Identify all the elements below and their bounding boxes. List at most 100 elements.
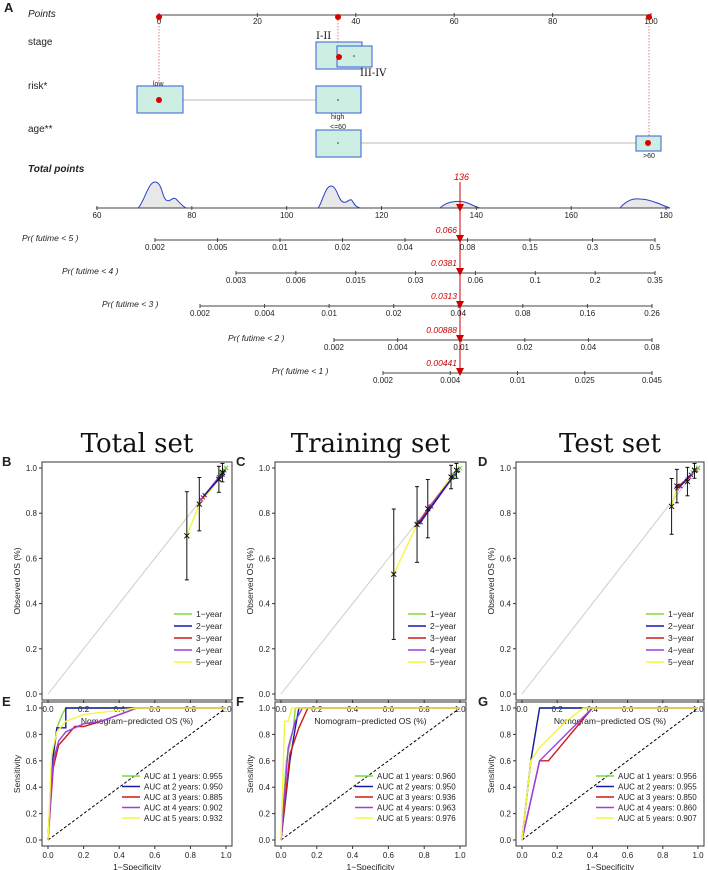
observed-point — [219, 469, 226, 476]
x-tick-label: 0.0 — [42, 851, 54, 860]
y-tick-label: 0.8 — [259, 730, 271, 739]
legend-label: 1−year — [196, 609, 222, 619]
risk-level-high: high — [331, 114, 344, 121]
y-tick-label: 0.8 — [259, 509, 271, 518]
x-tick-label: 0.6 — [383, 705, 395, 714]
points-tick-label: 100 — [644, 17, 658, 26]
auc-legend-label: AUC at 3 years: 0.885 — [144, 793, 223, 802]
observed-point — [183, 532, 190, 539]
observed-point — [448, 474, 454, 480]
prob-tick-label: 0.15 — [522, 243, 538, 252]
prob-row-label: Pr( futime < 1 ) — [272, 366, 329, 376]
y-tick-label: 0.0 — [259, 690, 271, 699]
age-level-gt60: >60 — [643, 153, 655, 160]
x-tick-label: 0.2 — [311, 851, 323, 860]
series-line-4-year — [47, 707, 226, 841]
points-tick-label: 60 — [450, 17, 459, 26]
prob-row-label: Pr( futime < 3 ) — [102, 299, 159, 309]
stage-level-I-II: I-II — [316, 31, 331, 42]
y-tick-label: 0.2 — [259, 645, 271, 654]
legend-label: 3−year — [430, 633, 456, 643]
x-tick-label: 0.2 — [78, 851, 90, 860]
plot-frame — [274, 461, 467, 701]
prob-tick-label: 0.06 — [468, 276, 484, 285]
y-tick-label: 0.4 — [259, 600, 271, 609]
panel-title: Total set — [81, 429, 194, 459]
x-tick-label: 0.6 — [622, 705, 634, 714]
observed-point — [216, 476, 222, 483]
prob-marker — [456, 235, 464, 243]
y-tick-label: 0.0 — [500, 690, 512, 699]
panel-label-a: A — [4, 0, 14, 15]
total-points-value: 136 — [454, 172, 469, 182]
plot-frame — [515, 461, 705, 701]
x-tick-label: 0.0 — [516, 705, 528, 714]
y-tick-label: 0.6 — [259, 554, 271, 563]
x-tick-label: 1.0 — [454, 851, 466, 860]
total-points-ticks: 60 80 100 120 140 160 180 — [93, 206, 673, 220]
legend-label: 5−year — [668, 657, 694, 667]
y-tick-label: 0.6 — [500, 757, 512, 766]
total-tick-label: 60 — [93, 211, 102, 220]
prob-tick-label: 0.01 — [510, 376, 526, 385]
auc-legend-label: AUC at 4 years: 0.860 — [618, 804, 697, 813]
y-tick-label: 0.0 — [500, 836, 512, 845]
x-tick-label: 1.0 — [692, 705, 704, 714]
series-point — [418, 519, 423, 525]
x-tick-label: 0.8 — [419, 851, 431, 860]
plot-frame — [274, 701, 467, 847]
total-points-marker — [456, 204, 464, 212]
x-axis-label: Nomogram−predicted OS (%) — [554, 716, 666, 726]
y-tick-label: 0.8 — [26, 509, 38, 518]
prob-tick-label: 0.02 — [386, 309, 402, 318]
auc-legend-label: AUC at 3 years: 0.850 — [618, 793, 697, 802]
auc-legend-label: AUC at 1 years: 0.956 — [618, 772, 697, 781]
prob-tick-label: 0.003 — [226, 276, 247, 285]
reference-diagonal — [521, 467, 699, 695]
x-tick-label: 0.4 — [587, 705, 599, 714]
x-tick-label: 0.0 — [516, 851, 528, 860]
prob-row: Pr( futime < 5 ) 0.002 0.005 0.01 0.02 0.04 0.… — [22, 225, 661, 252]
total-tick-label: 80 — [187, 211, 196, 220]
prob-tick-label: 0.08 — [644, 343, 660, 352]
risk-selected-dot — [156, 97, 162, 103]
x-tick-label: 0.2 — [311, 705, 323, 714]
points-label: Points — [28, 9, 56, 20]
panel-label: B — [2, 454, 11, 469]
prob-marker — [456, 268, 464, 276]
points-dot-0 — [156, 14, 162, 20]
y-tick-label: 0.6 — [26, 554, 38, 563]
legend-label: 5−year — [196, 657, 222, 667]
total-points-label: Total points — [28, 164, 85, 175]
observed-point — [196, 501, 203, 508]
prob-tick-label: 0.02 — [335, 243, 351, 252]
prob-tick-label: 0.04 — [397, 243, 413, 252]
observed-point — [668, 503, 675, 510]
prob-tick-label: 0.005 — [207, 243, 228, 252]
legend-label: 4−year — [196, 645, 222, 655]
total-tick-label: 180 — [659, 211, 673, 220]
points-dot-100 — [646, 14, 652, 20]
observed-point — [414, 521, 420, 528]
probability-rows: Pr( futime < 5 ) 0.002 0.005 0.01 0.02 0.04 0.… — [22, 225, 663, 385]
prob-tick-label: 0.26 — [644, 309, 660, 318]
x-tick-label: 0.6 — [149, 851, 161, 860]
y-axis-label: Observed OS (%) — [12, 547, 22, 614]
series-point — [457, 465, 463, 471]
prob-row-label: Pr( futime < 4 ) — [62, 266, 119, 276]
plot-frame — [515, 701, 705, 847]
prob-marker — [456, 335, 464, 343]
reference-diagonal — [521, 707, 699, 841]
auc-legend-label: AUC at 5 years: 0.976 — [377, 814, 456, 823]
prob-marker-value: 0.00888 — [426, 325, 457, 335]
y-tick-label: 0.2 — [500, 810, 512, 819]
observed-point — [684, 478, 691, 485]
y-tick-label: 0.2 — [26, 645, 38, 654]
auc-legend-label: AUC at 3 years: 0.936 — [377, 793, 456, 802]
panel-label: F — [236, 694, 244, 709]
y-axis-label: Sensitivity — [12, 754, 22, 793]
x-tick-label: 0.8 — [657, 705, 669, 714]
legend-label: 3−year — [668, 633, 694, 643]
